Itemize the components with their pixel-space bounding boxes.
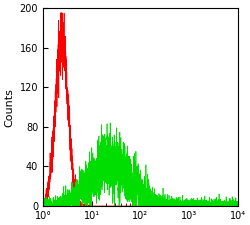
Y-axis label: Counts: Counts [4, 88, 14, 126]
